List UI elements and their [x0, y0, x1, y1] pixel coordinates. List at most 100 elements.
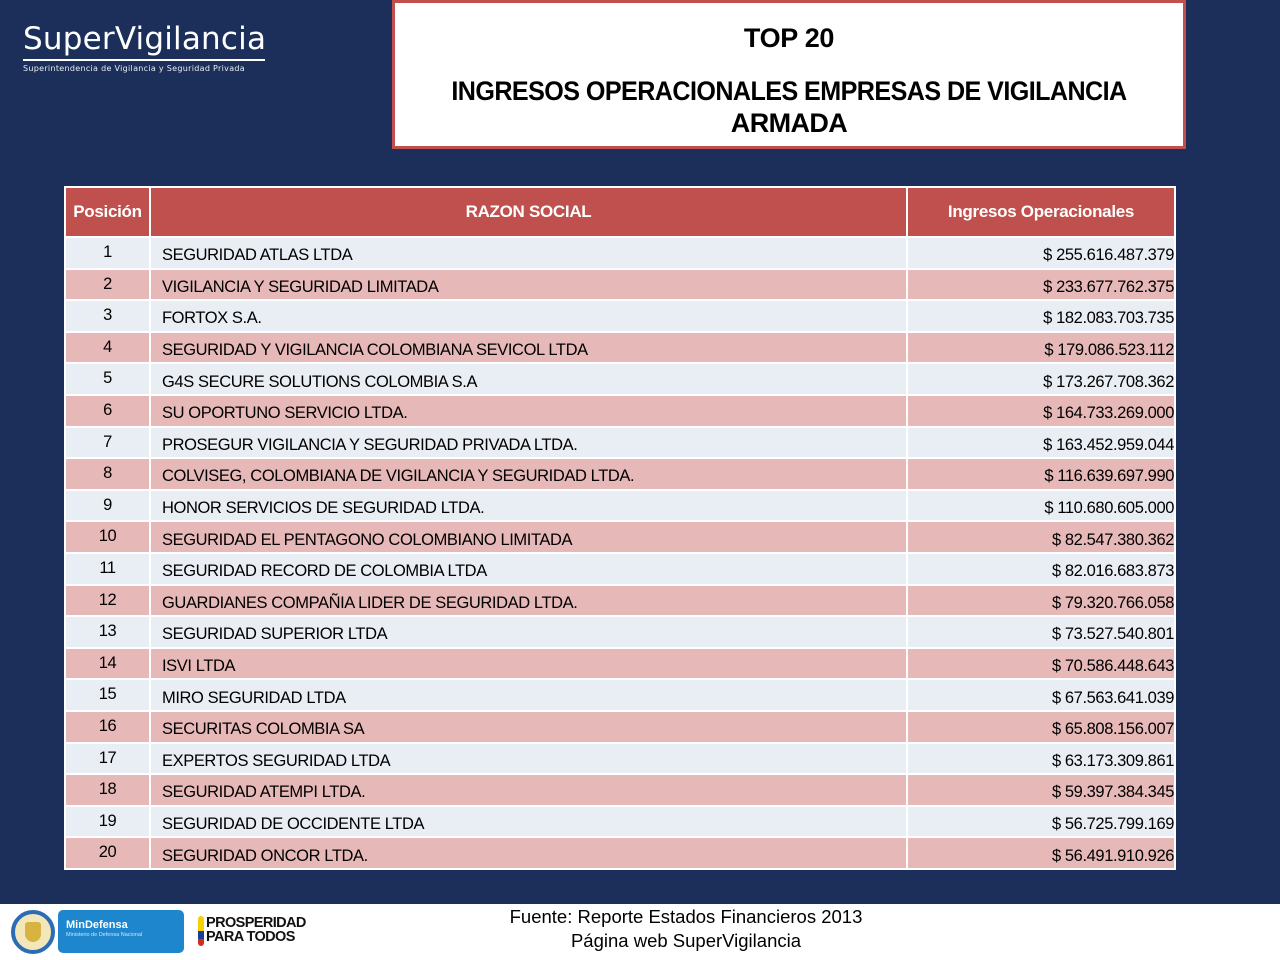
table-row: 15 MIRO SEGURIDAD LTDA $ 67.563.641.039: [64, 678, 1176, 711]
prosperidad-line2: PARA TODOS: [206, 929, 295, 945]
company-cell: SEGURIDAD SUPERIOR LTDA: [149, 615, 908, 648]
colombia-coat-of-arms-icon: [11, 910, 55, 954]
company-cell: VIGILANCIA Y SEGURIDAD LIMITADA: [149, 267, 908, 301]
position-cell: 19: [64, 804, 151, 838]
revenue-cell: $ 182.083.703.735: [906, 299, 1176, 332]
table-row: 17 EXPERTOS SEGURIDAD LTDA $ 63.173.309.86…: [64, 741, 1176, 775]
logo-title: SuperVigilancia: [23, 21, 267, 57]
revenue-cell: $ 79.320.766.058: [906, 583, 1176, 617]
logo-divider: [23, 59, 265, 61]
position-cell: 6: [64, 393, 151, 427]
source-line-2: Página web SuperVigilancia: [570, 930, 802, 951]
title-box: TOP 20 INGRESOS OPERACIONALES EMPRESAS D…: [392, 0, 1186, 149]
company-cell: G4S SECURE SOLUTIONS COLOMBIA S.A: [149, 362, 908, 395]
company-cell: SEGURIDAD RECORD DE COLOMBIA LTDA: [149, 551, 908, 585]
logo-subtitle: Superintendencia de Vigilancia y Segurid…: [23, 64, 245, 73]
position-cell: 3: [64, 299, 151, 332]
company-cell: SEGURIDAD ATEMPI LTDA.: [149, 773, 908, 806]
source-note: Fuente: Reporte Estados Financieros 2013…: [400, 905, 972, 953]
position-cell: 13: [64, 615, 151, 648]
table-row: 7 PROSEGUR VIGILANCIA Y SEGURIDAD PRIVADA…: [64, 425, 1176, 459]
position-cell: 5: [64, 362, 151, 395]
title-main-armada: ARMADA: [730, 108, 848, 138]
position-cell: 10: [64, 520, 151, 553]
column-header-position: Posición: [64, 186, 151, 238]
position-cell: 17: [64, 741, 151, 775]
footer: MinDefensa Ministerio de Defensa Naciona…: [0, 904, 1280, 960]
table-row: 11 SEGURIDAD RECORD DE COLOMBIA LTDA $ 82.…: [64, 551, 1176, 585]
table-row: 13 SEGURIDAD SUPERIOR LTDA $ 73.527.540.80…: [64, 615, 1176, 648]
position-cell: 9: [64, 488, 151, 522]
revenue-cell: $ 164.733.269.000: [906, 393, 1176, 427]
company-cell: SU OPORTUNO SERVICIO LTDA.: [149, 393, 908, 427]
revenue-cell: $ 82.016.683.873: [906, 551, 1176, 585]
mindefensa-logo: MinDefensa Ministerio de Defensa Naciona…: [58, 910, 184, 953]
company-cell: EXPERTOS SEGURIDAD LTDA: [149, 741, 908, 775]
revenue-cell: $ 255.616.487.379: [906, 236, 1176, 269]
revenue-cell: $ 59.397.384.345: [906, 773, 1176, 806]
table-row: 14 ISVI LTDA $ 70.586.448.643: [64, 646, 1176, 680]
table-row: 1 SEGURIDAD ATLAS LTDA $ 255.616.487.379: [64, 236, 1176, 269]
revenue-cell: $ 56.725.799.169: [906, 804, 1176, 838]
ranking-table: Posición RAZON SOCIAL Ingresos Operacion…: [64, 186, 1176, 870]
company-cell: COLVISEG, COLOMBIANA DE VIGILANCIA Y SEG…: [149, 457, 908, 490]
table-row: 18 SEGURIDAD ATEMPI LTDA. $ 59.397.384.345: [64, 773, 1176, 806]
company-cell: HONOR SERVICIOS DE SEGURIDAD LTDA.: [149, 488, 908, 522]
company-cell: SEGURIDAD Y VIGILANCIA COLOMBIANA SEVICO…: [149, 330, 908, 364]
revenue-cell: $ 63.173.309.861: [906, 741, 1176, 775]
prosperidad-logo: PROSPERIDAD PARA TODOS: [198, 916, 306, 948]
source-line-1: Fuente: Reporte Estados Financieros 2013: [509, 906, 863, 927]
revenue-cell: $ 82.547.380.362: [906, 520, 1176, 553]
company-cell: MIRO SEGURIDAD LTDA: [149, 678, 908, 711]
table-row: 6 SU OPORTUNO SERVICIO LTDA. $ 164.733.269…: [64, 393, 1176, 427]
revenue-cell: $ 70.586.448.643: [906, 646, 1176, 680]
position-cell: 20: [64, 836, 151, 869]
company-cell: ISVI LTDA: [149, 646, 908, 680]
table-row: 5 G4S SECURE SOLUTIONS COLOMBIA S.A $ 173.…: [64, 362, 1176, 395]
company-cell: SEGURIDAD DE OCCIDENTE LTDA: [149, 804, 908, 838]
prosperidad-line1: PROSPERIDAD: [206, 915, 306, 931]
revenue-cell: $ 179.086.523.112: [906, 330, 1176, 364]
column-header-company: RAZON SOCIAL: [149, 186, 908, 238]
colombia-flag-icon: [198, 916, 204, 946]
revenue-cell: $ 116.639.697.990: [906, 457, 1176, 490]
revenue-cell: $ 110.680.605.000: [906, 488, 1176, 522]
table-row: 20 SEGURIDAD ONCOR LTDA. $ 56.491.910.926: [64, 836, 1176, 869]
company-cell: GUARDIANES COMPAÑIA LIDER DE SEGURIDAD L…: [149, 583, 908, 617]
title-main: INGRESOS OPERACIONALES EMPRESAS DE VIGIL…: [451, 76, 1127, 106]
position-cell: 4: [64, 330, 151, 364]
mindefensa-title: MinDefensa: [66, 919, 128, 931]
position-cell: 1: [64, 236, 151, 269]
supervigilancia-logo: SuperVigilancia Superintendencia de Vigi…: [23, 20, 267, 73]
position-cell: 2: [64, 267, 151, 301]
title-top20: TOP 20: [743, 23, 835, 53]
table-header-row: Posición RAZON SOCIAL Ingresos Operacion…: [64, 186, 1176, 238]
revenue-cell: $ 73.527.540.801: [906, 615, 1176, 648]
revenue-cell: $ 56.491.910.926: [906, 836, 1176, 869]
revenue-cell: $ 65.808.156.007: [906, 709, 1176, 743]
revenue-cell: $ 173.267.708.362: [906, 362, 1176, 395]
table-row: 3 FORTOX S.A. $ 182.083.703.735: [64, 299, 1176, 332]
table-row: 9 HONOR SERVICIOS DE SEGURIDAD LTDA. $ 110…: [64, 488, 1176, 522]
table-row: 10 SEGURIDAD EL PENTAGONO COLOMBIANO LIMI…: [64, 520, 1176, 553]
position-cell: 12: [64, 583, 151, 617]
table-row: 8 COLVISEG, COLOMBIANA DE VIGILANCIA Y SE…: [64, 457, 1176, 490]
table-row: 19 SEGURIDAD DE OCCIDENTE LTDA $ 56.725.79…: [64, 804, 1176, 838]
table-row: 16 SECURITAS COLOMBIA SA $ 65.808.156.007: [64, 709, 1176, 743]
revenue-cell: $ 233.677.762.375: [906, 267, 1176, 301]
revenue-cell: $ 67.563.641.039: [906, 678, 1176, 711]
position-cell: 18: [64, 773, 151, 806]
position-cell: 8: [64, 457, 151, 490]
table-row: 4 SEGURIDAD Y VIGILANCIA COLOMBIANA SEVIC…: [64, 330, 1176, 364]
company-cell: SEGURIDAD ATLAS LTDA: [149, 236, 908, 269]
position-cell: 15: [64, 678, 151, 711]
position-cell: 14: [64, 646, 151, 680]
company-cell: PROSEGUR VIGILANCIA Y SEGURIDAD PRIVADA …: [149, 425, 908, 459]
table-row: 12 GUARDIANES COMPAÑIA LIDER DE SEGURIDAD…: [64, 583, 1176, 617]
table-row: 2 VIGILANCIA Y SEGURIDAD LIMITADA $ 233.67…: [64, 267, 1176, 301]
company-cell: SECURITAS COLOMBIA SA: [149, 709, 908, 743]
company-cell: FORTOX S.A.: [149, 299, 908, 332]
position-cell: 11: [64, 551, 151, 585]
revenue-cell: $ 163.452.959.044: [906, 425, 1176, 459]
company-cell: SEGURIDAD ONCOR LTDA.: [149, 836, 908, 869]
